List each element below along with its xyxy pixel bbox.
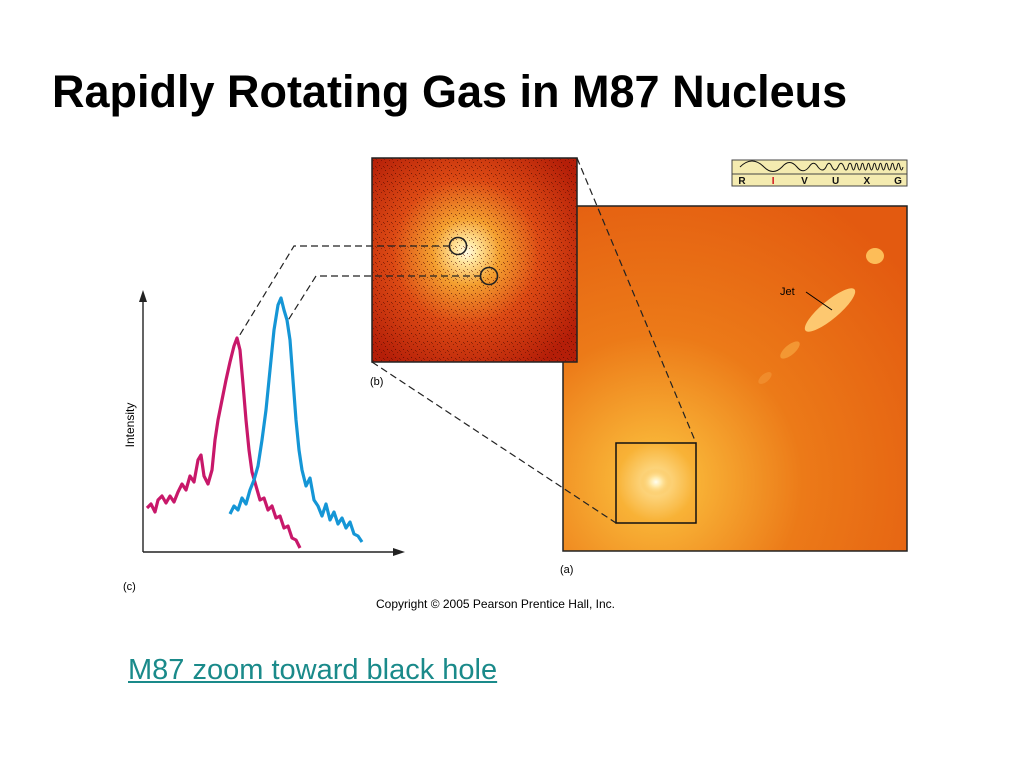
band-label-i: I: [772, 176, 775, 187]
copyright-text: Copyright © 2005 Pearson Prentice Hall, …: [376, 597, 615, 611]
blueshifted-line: [228, 296, 364, 543]
band-label-r: R: [738, 176, 746, 187]
panel-c-label: (c): [123, 581, 136, 593]
zoom-link[interactable]: M87 zoom toward black hole: [128, 654, 498, 686]
panel-a-label: (a): [560, 564, 573, 576]
peak-connectors: [237, 245, 481, 339]
spectrum-plot: [139, 290, 405, 556]
zoom-box: [615, 442, 697, 524]
intensity-axis-label: Intensity: [123, 403, 137, 448]
slide-title: Rapidly Rotating Gas in M87 Nucleus: [52, 66, 848, 117]
m87-wide-image: [562, 205, 908, 552]
nucleus-closeup-image: [371, 157, 578, 363]
y-axis-arrow-icon: [139, 290, 147, 302]
wave-icon: [739, 160, 904, 172]
zoom-connectors: [371, 157, 697, 524]
band-label-x: X: [863, 176, 870, 187]
band-label-g: G: [894, 176, 902, 187]
x-axis-arrow-icon: [393, 548, 405, 556]
redshifted-line: [145, 336, 302, 549]
jet-label: Jet: [780, 286, 795, 298]
panel-b-label: (b): [370, 376, 383, 388]
band-label-v: V: [801, 176, 808, 187]
band-label-u: U: [832, 176, 839, 187]
